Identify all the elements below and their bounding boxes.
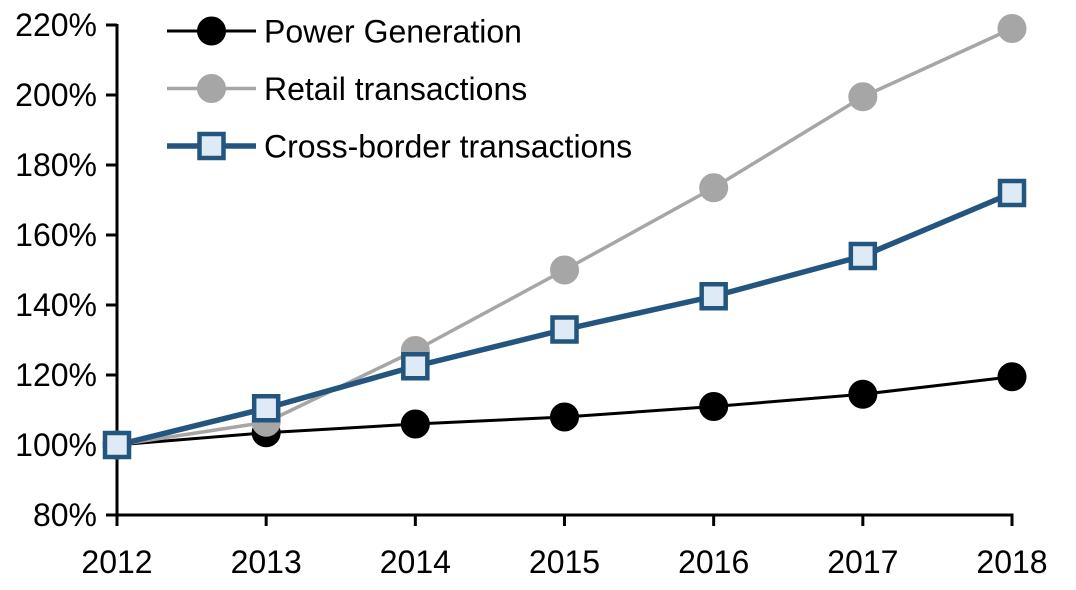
data-point-marker — [848, 241, 878, 271]
x-tick-label: 2017 — [827, 544, 898, 580]
series-line — [116, 26, 1013, 447]
data-point-marker — [848, 82, 878, 112]
y-tick-label: 120% — [15, 357, 97, 393]
legend-item: Cross-border transactions — [167, 129, 632, 165]
legend: Power Generation Retail transactions Cross… — [167, 14, 632, 165]
y-tick-label: 80% — [33, 497, 97, 533]
legend-label: Retail transactions — [264, 71, 527, 107]
data-point-marker — [997, 14, 1027, 43]
data-point-marker — [848, 379, 878, 409]
data-point-marker — [251, 394, 281, 423]
y-tick-label: 180% — [15, 147, 97, 183]
data-point-marker — [550, 315, 579, 344]
legend-label: Cross-border transactions — [264, 129, 632, 165]
data-point-marker — [197, 131, 226, 161]
x-tick-label: 2018 — [976, 544, 1047, 580]
legend-item: Power Generation — [167, 14, 522, 50]
y-tick-label: 160% — [15, 217, 97, 253]
y-tick-label: 100% — [15, 427, 97, 463]
x-tick-label: 2013 — [231, 544, 302, 580]
data-point-marker — [699, 392, 729, 421]
series-power-generation — [102, 362, 1027, 460]
y-tick-label: 140% — [15, 287, 97, 323]
data-point-marker — [997, 178, 1027, 208]
data-point-marker — [550, 255, 579, 285]
data-point-marker — [102, 430, 132, 460]
data-point-marker — [550, 402, 579, 432]
axes: 80% 100% 120% 140% 160% 180% 200% 220% 2012 2013 2… — [15, 7, 1047, 580]
y-tick-label: 220% — [15, 7, 97, 43]
series-cross-border-transactions — [102, 178, 1027, 460]
x-tick-label: 2016 — [678, 544, 749, 580]
data-point-marker — [401, 352, 430, 381]
legend-item: Retail transactions — [167, 71, 527, 107]
data-point-marker — [400, 409, 430, 439]
series-lines — [102, 14, 1027, 460]
x-tick-label: 2015 — [529, 544, 600, 580]
x-tick-label: 2014 — [380, 544, 451, 580]
data-point-marker — [197, 74, 226, 103]
x-tick-label: 2012 — [81, 544, 152, 580]
data-point-marker — [197, 16, 226, 46]
data-point-marker — [699, 173, 729, 203]
data-point-marker — [699, 282, 728, 311]
data-point-marker — [997, 362, 1027, 392]
legend-label: Power Generation — [264, 14, 522, 50]
y-tick-label: 200% — [15, 77, 97, 113]
